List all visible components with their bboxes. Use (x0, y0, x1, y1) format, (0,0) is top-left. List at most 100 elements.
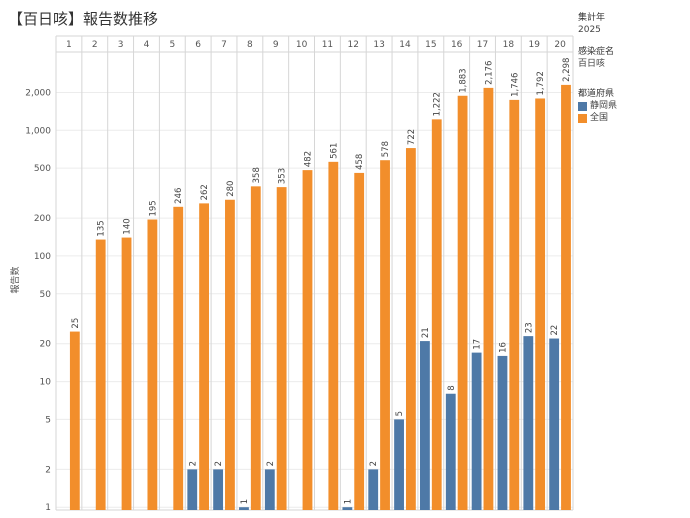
bar-national (147, 219, 158, 510)
column-header: 2 (92, 40, 98, 50)
bar-national (483, 87, 494, 511)
column-header: 14 (399, 40, 411, 50)
column-header: 4 (144, 40, 150, 50)
column-header: 5 (169, 40, 175, 50)
bar-shizuoka (497, 355, 508, 510)
bar-national (328, 161, 339, 510)
bar-national (431, 119, 442, 510)
data-label: 561 (329, 143, 339, 159)
data-label: 1,222 (433, 92, 443, 116)
data-label: 280 (226, 181, 236, 197)
column-header: 7 (221, 40, 227, 50)
bar-shizuoka (239, 507, 249, 510)
y-tick-label: 1,000 (25, 126, 51, 136)
bar-shizuoka (445, 393, 456, 510)
y-tick-label: 500 (34, 164, 51, 174)
data-label: 2 (188, 461, 198, 466)
bar-national (405, 148, 416, 510)
disease-filter-value[interactable]: 百日咳 (578, 59, 606, 69)
data-label: 23 (524, 322, 534, 333)
bar-shizuoka (368, 469, 379, 510)
data-label: 2,176 (484, 61, 494, 85)
bar-national (121, 237, 132, 510)
column-header: 20 (554, 40, 566, 50)
bar-national (354, 172, 365, 511)
column-header: 10 (296, 40, 308, 50)
data-label: 1,792 (536, 71, 546, 95)
page-title: 【百日咳】報告数推移 (8, 10, 159, 28)
column-header: 11 (322, 40, 333, 50)
legend-label-shizuoka: 静岡県 (590, 101, 618, 111)
disease-filter[interactable]: 感染症名 百日咳 (578, 46, 614, 70)
data-label: 8 (447, 385, 457, 390)
y-tick-label: 20 (40, 340, 52, 350)
data-label: 482 (303, 151, 313, 167)
data-label: 2,298 (562, 58, 572, 82)
bar-national (380, 160, 390, 510)
y-tick-label: 100 (34, 252, 51, 262)
bar-national (225, 199, 235, 510)
column-header: 6 (195, 40, 201, 50)
data-label: 22 (550, 325, 560, 336)
bar-national (250, 186, 261, 510)
column-header: 1 (66, 40, 72, 50)
legend-swatch-national (578, 113, 587, 123)
year-filter[interactable]: 集計年 2025 (578, 12, 605, 36)
data-label: 2 (266, 461, 276, 466)
data-label: 135 (97, 220, 107, 236)
bar-shizuoka (394, 419, 404, 510)
y-tick-label: 50 (40, 290, 52, 300)
column-header: 3 (118, 40, 124, 50)
legend-swatch-shizuoka (578, 101, 587, 111)
data-label: 16 (498, 342, 508, 353)
data-label: 2 (369, 461, 379, 466)
data-label: 722 (407, 129, 417, 145)
bar-shizuoka (420, 341, 430, 510)
legend-label-national: 全国 (590, 113, 609, 123)
column-header: 18 (503, 40, 515, 50)
bar-national (302, 170, 313, 511)
bar-national (457, 95, 468, 510)
data-label: 358 (252, 167, 262, 183)
data-label: 140 (123, 218, 133, 234)
legend-item-shizuoka[interactable]: 静岡県 (578, 100, 617, 112)
data-label: 1 (240, 499, 250, 504)
column-header: 19 (528, 40, 540, 50)
legend: 都道府県 静岡県 全国 (578, 88, 617, 124)
y-tick-label: 2 (45, 465, 51, 475)
data-label: 25 (71, 318, 81, 329)
bar-shizuoka (213, 469, 224, 510)
y-tick-label: 5 (45, 415, 51, 425)
column-header: 13 (373, 40, 384, 50)
year-filter-label: 集計年 (578, 13, 606, 23)
data-label: 21 (421, 327, 431, 338)
bar-national (535, 98, 546, 510)
y-tick-label: 2,000 (25, 88, 51, 98)
column-header: 8 (247, 40, 253, 50)
column-header: 9 (273, 40, 279, 50)
bar-shizuoka (549, 338, 560, 510)
bar-national (276, 187, 287, 510)
y-tick-label: 200 (34, 214, 51, 224)
data-label: 262 (200, 184, 210, 200)
data-label: 195 (148, 200, 158, 216)
data-label: 1 (343, 499, 353, 504)
bar-shizuoka (471, 352, 482, 510)
bar-shizuoka (523, 336, 534, 510)
data-label: 353 (278, 168, 288, 184)
legend-item-national[interactable]: 全国 (578, 112, 617, 124)
year-filter-value[interactable]: 2025 (578, 25, 601, 35)
column-header: 16 (451, 40, 463, 50)
legend-title: 都道府県 (578, 89, 615, 99)
data-label: 578 (381, 141, 391, 157)
data-label: 5 (395, 411, 405, 416)
y-tick-label: 1 (45, 503, 51, 513)
bar-shizuoka (187, 469, 198, 510)
y-tick-label: 10 (40, 378, 52, 388)
data-label: 246 (174, 188, 184, 204)
data-label: 17 (473, 339, 483, 350)
data-label: 2 (214, 461, 224, 466)
column-header: 15 (425, 40, 436, 50)
bar-national (199, 203, 209, 511)
